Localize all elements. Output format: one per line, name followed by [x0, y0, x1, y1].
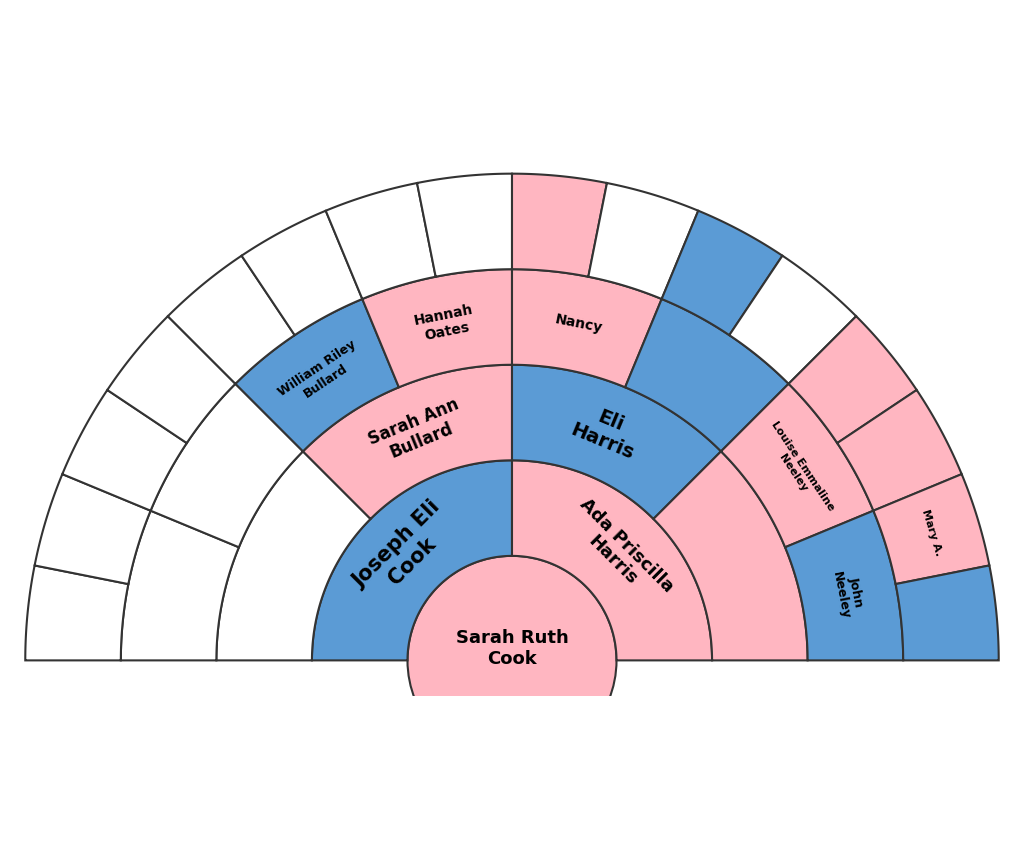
Polygon shape: [303, 365, 512, 519]
Polygon shape: [873, 474, 989, 584]
Polygon shape: [62, 390, 186, 511]
Text: Ada Priscilla
Harris: Ada Priscilla Harris: [562, 495, 678, 611]
Text: Nancy: Nancy: [554, 312, 604, 335]
Text: Sarah Ann
Bullard: Sarah Ann Bullard: [366, 395, 469, 468]
Polygon shape: [788, 316, 916, 443]
Polygon shape: [26, 565, 128, 661]
Polygon shape: [721, 384, 873, 547]
Polygon shape: [512, 460, 712, 661]
Polygon shape: [662, 211, 782, 335]
Text: Joseph Eli
Cook: Joseph Eli Cook: [348, 497, 460, 608]
Polygon shape: [326, 183, 435, 299]
Polygon shape: [216, 452, 371, 661]
Circle shape: [408, 556, 616, 765]
Text: Sarah Ruth
Cook: Sarah Ruth Cook: [456, 629, 568, 667]
Polygon shape: [242, 211, 362, 335]
Polygon shape: [151, 384, 303, 547]
Polygon shape: [838, 390, 962, 511]
Polygon shape: [625, 299, 788, 452]
Polygon shape: [896, 565, 998, 661]
Polygon shape: [512, 365, 721, 519]
Polygon shape: [729, 255, 856, 384]
Text: Eli
Harris: Eli Harris: [568, 399, 645, 463]
Polygon shape: [653, 452, 808, 661]
Text: William Riley
Bullard: William Riley Bullard: [275, 338, 367, 412]
Polygon shape: [168, 255, 295, 384]
Text: Mary A.: Mary A.: [921, 508, 944, 558]
Polygon shape: [108, 316, 236, 443]
Text: Louise Emmaline
Neeley: Louise Emmaline Neeley: [760, 420, 836, 519]
Polygon shape: [236, 299, 399, 452]
Text: Hannah
Oates: Hannah Oates: [413, 303, 477, 344]
Polygon shape: [512, 173, 607, 277]
Polygon shape: [35, 474, 151, 584]
Text: John
Neeley: John Neeley: [830, 567, 867, 620]
Polygon shape: [312, 460, 512, 661]
Polygon shape: [512, 269, 662, 387]
Polygon shape: [589, 183, 698, 299]
Polygon shape: [121, 511, 239, 661]
Polygon shape: [362, 269, 512, 387]
Polygon shape: [785, 511, 903, 661]
Polygon shape: [417, 173, 512, 277]
